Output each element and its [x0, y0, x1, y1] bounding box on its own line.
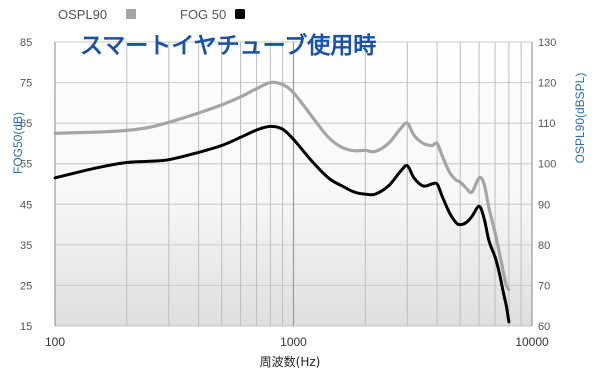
series-line-ospl90 — [53, 80, 511, 292]
series-line-fog50 — [53, 124, 511, 324]
y-tick-label-left: 65 — [20, 118, 32, 130]
left-axis-ticks: 15 25 35 45 55 65 75 85 — [20, 37, 32, 333]
y-tick-label-right: 80 — [538, 240, 550, 252]
y-tick-label-left: 55 — [20, 159, 32, 171]
y-tick-label-right: 90 — [538, 199, 550, 211]
x-tick-label: 1000 — [280, 335, 307, 349]
series-lines — [53, 80, 511, 324]
y-tick-label-right: 130 — [538, 37, 556, 49]
legend: OSPL90 FOG 50 — [58, 7, 245, 22]
x-tick-label: 100 — [45, 335, 65, 349]
legend-label-fog50: FOG 50 — [180, 7, 226, 22]
y-tick-label-left: 75 — [20, 78, 32, 90]
y-tick-label-left: 45 — [20, 199, 32, 211]
y-tick-label-right: 120 — [538, 78, 556, 90]
chart-title: スマートイヤチューブ使用時 — [80, 32, 376, 59]
legend-swatch-fog50 — [235, 9, 245, 19]
y-tick-label-right: 70 — [538, 280, 550, 292]
y-tick-label-left: 15 — [20, 321, 32, 333]
x-tick-label: 10000 — [515, 335, 549, 349]
right-axis-ticks: 60 70 80 90 100 110 120 130 — [538, 37, 556, 333]
y-tick-label-left: 25 — [20, 280, 32, 292]
y-tick-label-left: 35 — [20, 240, 32, 252]
y-tick-label-right: 60 — [538, 321, 550, 333]
y-tick-label-right: 110 — [538, 118, 556, 130]
legend-label-ospl90: OSPL90 — [58, 7, 107, 22]
x-axis-label: 周波数(Hz) — [260, 354, 321, 369]
legend-swatch-ospl90 — [126, 9, 136, 19]
y-tick-label-left: 85 — [20, 37, 32, 49]
y-tick-label-right: 100 — [538, 159, 556, 171]
x-axis-ticks: 100 1000 10000 — [45, 335, 549, 349]
y-axis-label-left: FOG50(dB) — [11, 112, 25, 174]
y-axis-label-right: OSPL90(dBSPL) — [573, 73, 587, 164]
